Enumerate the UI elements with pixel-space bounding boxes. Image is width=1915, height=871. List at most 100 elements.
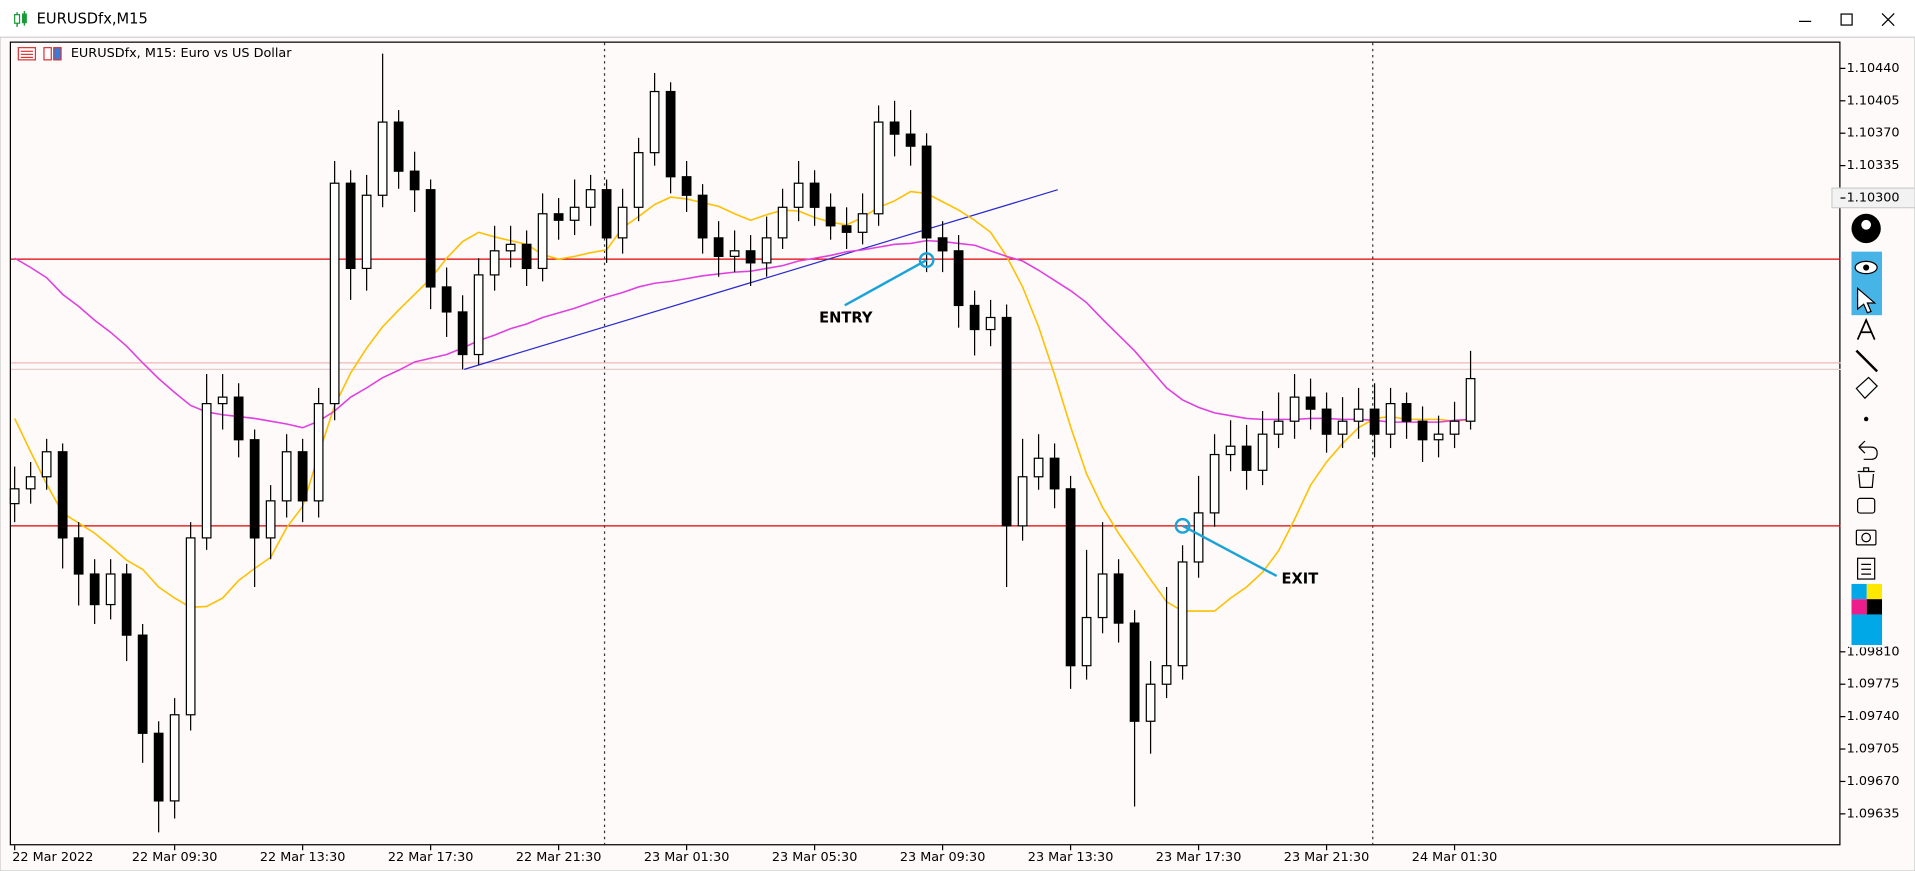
toolbar-screenshot[interactable] [1855, 529, 1877, 546]
x-tick-label: 22 Mar 2022 [12, 850, 93, 865]
candle-body [489, 250, 500, 276]
candle-body [921, 145, 932, 239]
candle-body [1305, 396, 1316, 410]
toolbar-clipboard-lines [1861, 563, 1872, 575]
candle-body [601, 189, 612, 239]
toolbar-color[interactable] [1851, 583, 1867, 600]
annotation-marker [918, 252, 935, 269]
candle-body [233, 396, 244, 441]
candle-body [1257, 433, 1268, 471]
y-tick-label: 1.09705 [1847, 742, 1900, 757]
x-tick-label: 23 Mar 01:30 [644, 850, 730, 865]
candle-body [1433, 433, 1444, 441]
y-tick-label: 1.09670 [1847, 774, 1900, 789]
candle-body [1193, 512, 1204, 563]
window-title: EURUSDfx,M15 [37, 11, 148, 28]
toolbar-dot[interactable] [1863, 416, 1869, 422]
x-tick-label: 22 Mar 17:30 [388, 850, 474, 865]
candle-body [985, 316, 996, 331]
toolbar-delete[interactable] [1857, 467, 1875, 489]
candle-body [1065, 488, 1076, 667]
toolbar-text-tool[interactable] [1856, 317, 1876, 340]
candle-body [345, 182, 356, 270]
candle-body [201, 403, 212, 539]
candle-body [1417, 420, 1428, 441]
annotation-arrow [1182, 524, 1278, 578]
candle-body [377, 121, 388, 196]
toolbar-pin-inner [1861, 219, 1872, 230]
candle-body [329, 182, 340, 405]
toolbar-eraser[interactable] [1855, 376, 1879, 400]
close-button[interactable] [1881, 13, 1895, 27]
candle-body [1241, 445, 1252, 471]
toolbar-color[interactable] [1866, 599, 1883, 615]
toolbar-template[interactable] [1856, 497, 1876, 514]
candle-body [217, 396, 228, 405]
candle-body [137, 634, 148, 734]
candle-body [1449, 420, 1460, 435]
candle-body [697, 194, 708, 239]
candle-body [41, 451, 52, 478]
toolbar-undo[interactable] [1858, 440, 1878, 460]
candle-body [681, 176, 692, 196]
candle-body [809, 182, 820, 208]
candle-body [505, 243, 516, 252]
candle-body [633, 152, 644, 208]
x-tick-label: 24 Mar 01:30 [1412, 850, 1498, 865]
y-tick-label: 1.10405 [1847, 93, 1900, 108]
x-tick-label: 23 Mar 09:30 [900, 850, 986, 865]
candle-body [1225, 445, 1236, 456]
y-tick-label: 1.10440 [1847, 61, 1900, 76]
candle-body [1337, 420, 1348, 435]
candle-body [1081, 616, 1092, 667]
candle-body [1353, 408, 1364, 422]
y-tick-label: 1.09635 [1847, 806, 1900, 821]
candle-body [761, 237, 772, 264]
maximize-button[interactable] [1840, 13, 1853, 26]
toolbar-line-tool[interactable] [1855, 349, 1879, 373]
candle-body [297, 451, 308, 502]
x-tick-label: 23 Mar 13:30 [1028, 850, 1114, 865]
candle-body [713, 237, 724, 257]
toolbar-clipboard[interactable] [1856, 557, 1876, 580]
candle-body [1321, 408, 1332, 435]
y-tick-label: 1.09810 [1847, 644, 1900, 659]
y-tick-label: 1.10370 [1847, 126, 1900, 141]
candle-body [521, 243, 532, 270]
candle-body [905, 133, 916, 147]
toolbar-color[interactable] [1866, 583, 1883, 600]
candle-body [185, 537, 196, 716]
chart-title: EURUSDfx, M15: Euro vs US Dollar [71, 46, 292, 61]
candle-body [457, 311, 468, 356]
candle-body [585, 189, 596, 208]
candle-body [281, 451, 292, 502]
candle-body [537, 213, 548, 270]
candle-body [553, 213, 564, 221]
candle-body [729, 250, 740, 257]
candle-body [1465, 378, 1476, 422]
candle-body [665, 90, 676, 178]
candle-body [1273, 420, 1284, 435]
candle-body [25, 476, 36, 490]
candle-body [825, 206, 836, 227]
candle-body [953, 250, 964, 307]
y-tick-label: 1.09775 [1847, 677, 1900, 692]
candle-body [57, 451, 68, 539]
candle-body [393, 121, 404, 172]
candle-body [873, 121, 884, 215]
candle-body [857, 213, 868, 233]
x-tick-label: 22 Mar 21:30 [516, 850, 602, 865]
candle-body [361, 194, 372, 270]
candle-body [617, 206, 628, 239]
annotation-marker [1174, 517, 1191, 534]
x-tick-label: 23 Mar 21:30 [1284, 850, 1370, 865]
toolbar-cursor[interactable] [1856, 286, 1877, 314]
candle-body [777, 206, 788, 239]
annotation-arrow [844, 259, 928, 307]
moving-average [13, 190, 1471, 612]
candle-body [169, 714, 180, 802]
toolbar-color[interactable] [1851, 599, 1867, 615]
toolbar-color[interactable] [1851, 614, 1883, 646]
candle-body [889, 121, 900, 135]
